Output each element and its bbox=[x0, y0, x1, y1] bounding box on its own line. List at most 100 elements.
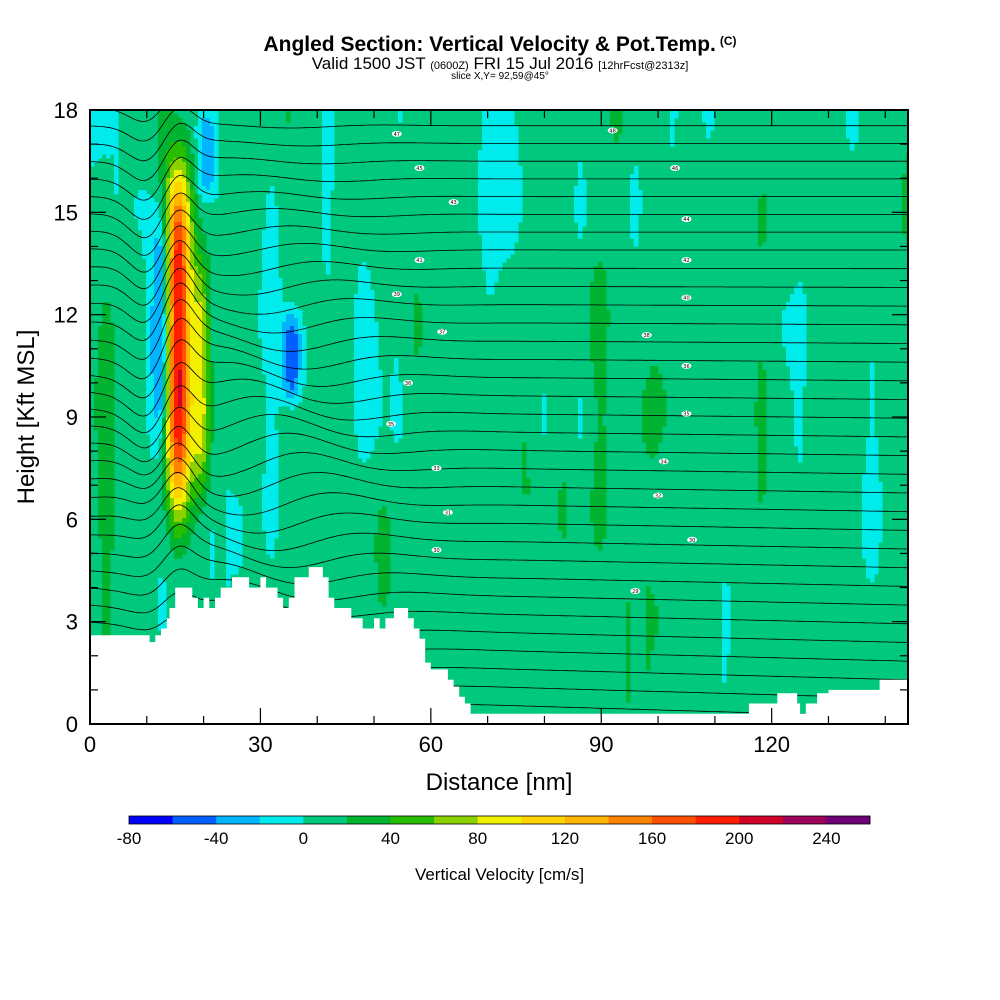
colorbar-tick-label: 0 bbox=[299, 829, 308, 848]
velocity-cell bbox=[186, 502, 191, 523]
isentrope bbox=[90, 487, 908, 534]
velocity-cell bbox=[206, 254, 211, 315]
velocity-cell bbox=[198, 454, 203, 475]
velocity-cell bbox=[178, 142, 183, 159]
y-tick-label: 6 bbox=[66, 507, 78, 532]
velocity-cell bbox=[798, 282, 803, 463]
velocity-cell bbox=[658, 374, 663, 443]
contour-label-bg bbox=[431, 547, 442, 554]
velocity-cell bbox=[170, 194, 175, 215]
velocity-cell bbox=[634, 166, 639, 247]
velocity-cell bbox=[174, 194, 179, 207]
contour-label: 36 bbox=[683, 364, 689, 370]
colorbar-swatch bbox=[303, 816, 348, 824]
contour-label-bg bbox=[653, 492, 664, 499]
velocity-cell bbox=[286, 110, 291, 123]
velocity-cell bbox=[178, 498, 183, 511]
colorbar-swatch bbox=[346, 816, 391, 824]
slice-info: slice X,Y= 92,59@45° bbox=[451, 71, 549, 82]
velocity-cell bbox=[174, 538, 179, 559]
velocity-cell bbox=[190, 190, 195, 223]
isentrope bbox=[90, 545, 908, 587]
contour-label-bg bbox=[658, 458, 669, 465]
velocity-cell bbox=[234, 498, 239, 575]
velocity-cell bbox=[294, 394, 299, 407]
y-tick-label: 15 bbox=[54, 200, 78, 225]
x-tick-label: 120 bbox=[753, 732, 790, 757]
contour-label-bg bbox=[391, 130, 402, 137]
velocity-cell bbox=[202, 266, 207, 295]
colorbar-swatch bbox=[129, 816, 173, 824]
plot-area: 29 30 30 31 32 33 34 35 35 36 36 37 38 39 40 41 42 43 44 45… bbox=[90, 110, 908, 724]
velocity-cell bbox=[170, 178, 175, 195]
velocity-cell bbox=[202, 118, 207, 187]
colorbar-swatch bbox=[390, 816, 435, 824]
velocity-cell bbox=[262, 230, 267, 375]
velocity-cell bbox=[210, 182, 215, 203]
contour-label: 44 bbox=[683, 217, 689, 223]
velocity-cell bbox=[174, 486, 179, 499]
colorbar-swatch bbox=[564, 816, 609, 824]
velocity-cell bbox=[582, 178, 587, 227]
contour-label: 35 bbox=[388, 422, 394, 428]
valid-prefix: Valid 1500 JST bbox=[311, 54, 426, 73]
velocity-cell bbox=[754, 402, 759, 427]
velocity-cell bbox=[354, 294, 359, 435]
velocity-cell bbox=[206, 454, 211, 491]
velocity-cell bbox=[358, 266, 363, 459]
colorbar-tick-label: -40 bbox=[204, 829, 229, 848]
velocity-cell bbox=[158, 246, 163, 411]
velocity-cell bbox=[102, 110, 107, 155]
velocity-cell bbox=[154, 238, 159, 419]
velocity-cell bbox=[322, 110, 327, 263]
velocity-cell bbox=[370, 290, 375, 451]
velocity-cell bbox=[230, 494, 235, 575]
velocity-cell bbox=[206, 314, 211, 455]
contour-label-bg bbox=[681, 216, 692, 223]
colorbar-title: Vertical Velocity [cm/s] bbox=[415, 865, 584, 884]
velocity-cell bbox=[186, 466, 191, 483]
valid-time: Valid 1500 JST (0600Z) FRI 15 Jul 2016 [… bbox=[0, 55, 1000, 72]
velocity-cell bbox=[182, 206, 187, 227]
velocity-cell bbox=[274, 206, 279, 415]
velocity-cell bbox=[290, 390, 295, 399]
chart-title: Angled Section: Vertical Velocity & Pot.… bbox=[263, 33, 737, 56]
velocity-cell bbox=[290, 314, 295, 327]
isentrope bbox=[90, 298, 908, 360]
contour-label: 46 bbox=[672, 166, 678, 172]
contour-label: 32 bbox=[655, 493, 661, 499]
contour-label-bg bbox=[687, 536, 698, 543]
velocity-cell bbox=[190, 406, 195, 463]
velocity-cell bbox=[150, 306, 155, 375]
velocity-cell bbox=[110, 110, 115, 155]
velocity-cell bbox=[178, 118, 183, 143]
velocity-cell bbox=[90, 110, 95, 167]
velocity-cell bbox=[638, 190, 643, 215]
colorbar-swatch bbox=[782, 816, 827, 824]
velocity-cell bbox=[618, 110, 623, 135]
velocity-cell bbox=[722, 582, 727, 683]
velocity-cell bbox=[198, 494, 203, 515]
velocity-cell bbox=[194, 454, 199, 479]
y-tick-label: 9 bbox=[66, 405, 78, 430]
velocity-cell bbox=[134, 198, 139, 219]
x-tick-label: 90 bbox=[589, 732, 613, 757]
velocity-cell bbox=[562, 482, 567, 539]
isentrope bbox=[90, 139, 908, 182]
colorbar-tick-label: 240 bbox=[812, 829, 840, 848]
velocity-cell bbox=[662, 390, 667, 427]
x-tick-label: 0 bbox=[84, 732, 96, 757]
velocity-cell bbox=[514, 126, 519, 243]
velocity-cell bbox=[186, 318, 191, 435]
velocity-cell bbox=[190, 154, 195, 191]
velocity-cell bbox=[238, 506, 243, 567]
velocity-cell bbox=[646, 586, 651, 671]
velocity-cell bbox=[282, 390, 287, 407]
isentrope bbox=[90, 267, 908, 323]
velocity-cell bbox=[210, 110, 215, 127]
velocity-cell bbox=[286, 302, 291, 315]
isentrope bbox=[90, 192, 908, 239]
velocity-cell bbox=[174, 474, 179, 487]
velocity-cell bbox=[878, 482, 883, 543]
